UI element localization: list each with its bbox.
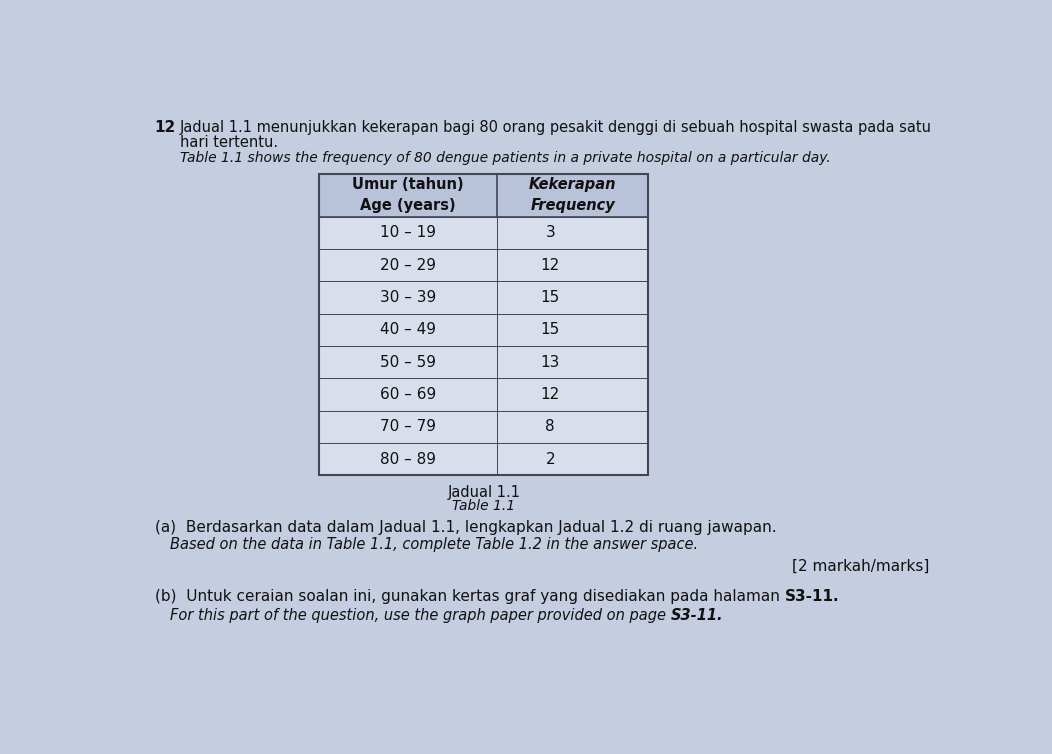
Text: 40 – 49: 40 – 49: [380, 323, 437, 338]
Text: 2: 2: [545, 452, 555, 467]
Text: hari tertentu.: hari tertentu.: [180, 135, 278, 150]
Text: Kekerapan
Frequency: Kekerapan Frequency: [529, 177, 616, 213]
Text: 15: 15: [541, 290, 560, 305]
Bar: [319, 173, 648, 216]
Bar: [319, 411, 648, 443]
Text: 3: 3: [545, 225, 555, 241]
Text: Table 1.1: Table 1.1: [452, 498, 515, 513]
Text: 10 – 19: 10 – 19: [380, 225, 437, 241]
Text: 12: 12: [541, 258, 560, 273]
Text: 13: 13: [541, 355, 560, 369]
Text: (a)  Berdasarkan data dalam Jadual 1.1, lengkapkan Jadual 1.2 di ruang jawapan.: (a) Berdasarkan data dalam Jadual 1.1, l…: [155, 520, 776, 535]
Text: 70 – 79: 70 – 79: [380, 419, 437, 434]
Text: Umur (tahun)
Age (years): Umur (tahun) Age (years): [352, 177, 464, 213]
Text: For this part of the question, use the graph paper provided on page: For this part of the question, use the g…: [170, 608, 671, 623]
Text: 12: 12: [155, 120, 176, 135]
Bar: [319, 173, 648, 476]
Text: 30 – 39: 30 – 39: [380, 290, 437, 305]
Text: 50 – 59: 50 – 59: [380, 355, 437, 369]
Text: S3-11.: S3-11.: [785, 590, 839, 605]
Text: Jadual 1.1 menunjukkan kekerapan bagi 80 orang pesakit denggi di sebuah hospital: Jadual 1.1 menunjukkan kekerapan bagi 80…: [180, 120, 932, 135]
Bar: [319, 346, 648, 379]
Text: 60 – 69: 60 – 69: [380, 387, 437, 402]
Text: 12: 12: [541, 387, 560, 402]
Bar: [319, 281, 648, 314]
Text: Table 1.1 shows the frequency of 80 dengue patients in a private hospital on a p: Table 1.1 shows the frequency of 80 deng…: [180, 151, 830, 164]
Text: S3-11.: S3-11.: [671, 608, 724, 623]
Bar: [319, 216, 648, 249]
Text: 15: 15: [541, 323, 560, 338]
Text: Based on the data in Table 1.1, complete Table 1.2 in the answer space.: Based on the data in Table 1.1, complete…: [170, 537, 699, 552]
Bar: [319, 314, 648, 346]
Text: (b)  Untuk ceraian soalan ini, gunakan kertas graf yang disediakan pada halaman: (b) Untuk ceraian soalan ini, gunakan ke…: [155, 590, 785, 605]
Text: [2 markah/marks]: [2 markah/marks]: [792, 559, 930, 574]
Bar: [319, 379, 648, 411]
Text: Jadual 1.1: Jadual 1.1: [447, 485, 521, 500]
Text: 8: 8: [545, 419, 555, 434]
Bar: [319, 443, 648, 476]
Text: 20 – 29: 20 – 29: [380, 258, 437, 273]
Bar: [319, 249, 648, 281]
Text: 80 – 89: 80 – 89: [380, 452, 437, 467]
